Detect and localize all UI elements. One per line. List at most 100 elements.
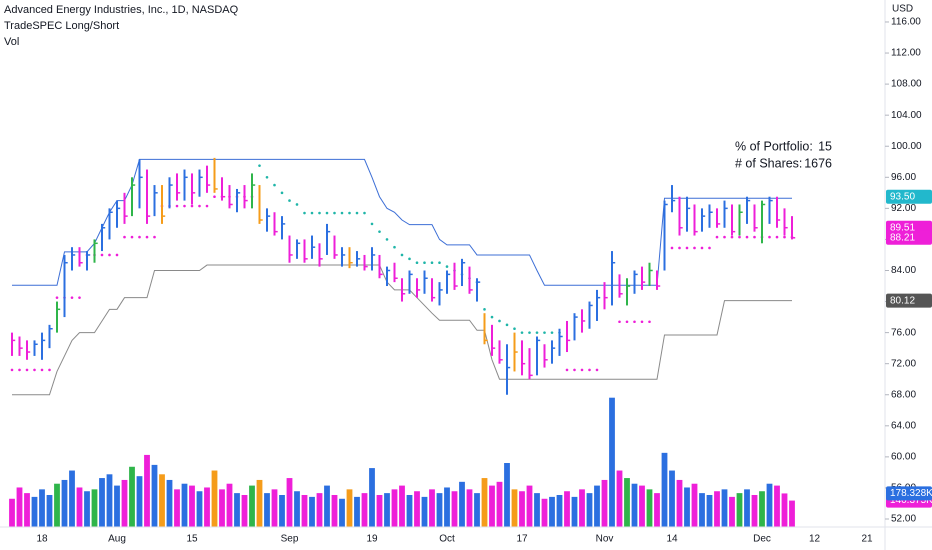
volume-bar — [99, 478, 105, 527]
volume-bar — [196, 491, 203, 527]
volume-bar — [309, 496, 315, 527]
volume-bar — [301, 495, 308, 527]
stop-dot — [318, 211, 321, 215]
volume-bar — [744, 489, 750, 527]
stop-dot — [693, 246, 696, 250]
channel-line — [12, 158, 792, 286]
stop-dot — [138, 235, 141, 239]
annotation-value: 15 — [818, 139, 832, 153]
volume-bar — [444, 487, 450, 527]
volume-title: Vol — [4, 36, 19, 48]
volume-bar — [579, 489, 585, 527]
volume-bar — [781, 493, 788, 527]
stop-dot — [280, 191, 284, 195]
volume-bar — [399, 485, 405, 527]
stop-dot — [385, 238, 389, 241]
volume-bar — [181, 483, 188, 527]
stop-dot — [115, 253, 119, 257]
stop-dot — [543, 331, 546, 334]
stop-dot — [303, 211, 306, 215]
volume-bar — [46, 495, 53, 527]
y-tick-label: 76.00 — [891, 327, 916, 338]
volume-bar — [24, 493, 30, 527]
stop-dot — [205, 204, 209, 208]
volume-bar — [249, 485, 255, 527]
volume-bar — [429, 489, 435, 527]
stop-dot — [438, 261, 441, 265]
volume-bar — [384, 493, 390, 527]
volume-bar — [219, 489, 225, 527]
stop-dot — [498, 319, 501, 323]
stop-dot — [783, 235, 786, 239]
volume-bar — [331, 495, 338, 527]
volume-bar — [369, 468, 375, 527]
stop-dot — [273, 183, 276, 187]
volume-bar — [654, 493, 660, 527]
stop-dot — [10, 368, 14, 372]
stop-dot — [145, 235, 149, 239]
stop-dot — [670, 246, 674, 250]
stop-dot — [573, 368, 576, 372]
price-axis-panel — [885, 0, 932, 550]
volume-bar — [481, 478, 488, 527]
chart-title: Advanced Energy Industries, Inc., 1D, NA… — [4, 4, 239, 16]
volume-bar — [571, 496, 578, 527]
stop-dot — [700, 246, 704, 250]
stop-dot — [520, 331, 524, 334]
y-tick-label: 92.00 — [891, 203, 916, 214]
volume-bar — [759, 491, 765, 527]
stop-dot — [505, 323, 509, 327]
stop-dot — [348, 211, 351, 215]
volume-bar — [406, 495, 413, 527]
volume-bar — [766, 483, 773, 527]
stop-dot — [310, 211, 314, 215]
stop-dot — [565, 368, 569, 372]
axis-layer: 52.0056.0060.0064.0068.0072.0076.0080.00… — [36, 17, 932, 545]
y-tick-label: 68.00 — [891, 389, 916, 400]
volume-bar — [504, 463, 510, 527]
x-tick-label: Nov — [596, 534, 614, 545]
stop-dot — [130, 235, 134, 239]
volume-bar — [721, 489, 728, 527]
volume-bar — [751, 495, 758, 527]
volume-bar — [414, 491, 420, 527]
volume-bar — [174, 489, 180, 527]
stop-dot — [768, 235, 771, 239]
volume-bar — [16, 487, 23, 527]
volume-bar — [534, 493, 540, 527]
stop-dot — [753, 235, 756, 239]
volume-bar — [594, 485, 600, 527]
stop-dot — [363, 211, 366, 215]
stop-dot — [618, 320, 621, 324]
volume-bar — [436, 493, 443, 527]
volume-bar — [166, 479, 173, 527]
volume-bar — [39, 489, 45, 527]
volume-bar — [271, 489, 278, 527]
stop-dot — [70, 296, 74, 299]
volume-bar — [69, 470, 75, 527]
volume-bar — [31, 496, 38, 527]
volume-bar — [511, 489, 518, 527]
stop-dot — [183, 204, 186, 208]
volume-bar — [264, 493, 270, 527]
y-tick-label: 116.00 — [891, 17, 921, 28]
stop-dot — [775, 235, 779, 239]
volume-bar — [564, 491, 570, 527]
stop-dot — [355, 211, 359, 215]
stop-dot — [393, 245, 396, 249]
stop-dot — [123, 235, 126, 239]
stop-dot — [685, 246, 689, 250]
volume-bar — [121, 479, 128, 527]
y-tick-label: 104.00 — [891, 110, 922, 121]
volume-bar — [9, 498, 15, 527]
x-tick-label: Aug — [108, 534, 126, 545]
x-tick-label: 12 — [809, 534, 821, 545]
stop-dot — [715, 235, 719, 239]
volume-bar — [451, 491, 458, 527]
volume-bar — [519, 491, 525, 527]
stop-dot — [708, 246, 711, 250]
volume-bar — [376, 495, 383, 527]
stop-dot — [333, 211, 336, 215]
